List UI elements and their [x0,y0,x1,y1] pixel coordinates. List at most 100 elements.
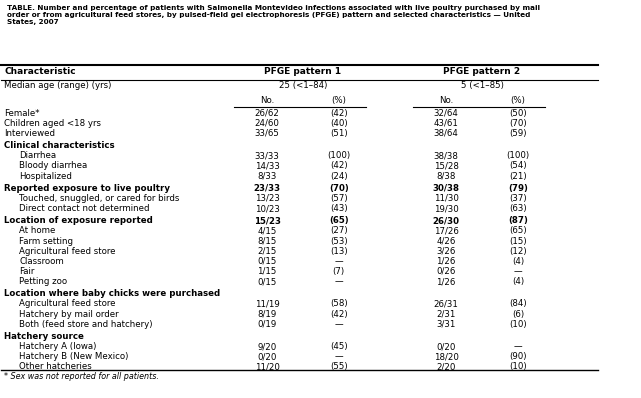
Text: (70): (70) [509,119,527,128]
Text: Fair: Fair [19,267,35,276]
Text: (7): (7) [333,267,345,276]
Text: 1/15: 1/15 [258,267,277,276]
Text: Children aged <18 yrs: Children aged <18 yrs [4,119,101,128]
Text: (53): (53) [330,237,347,246]
Text: 25 (<1–84): 25 (<1–84) [279,81,327,90]
Text: (6): (6) [512,310,524,319]
Text: (10): (10) [509,320,527,329]
Text: Reported exposure to live poultry: Reported exposure to live poultry [4,184,171,193]
Text: (24): (24) [330,172,347,181]
Text: —: — [335,352,343,361]
Text: 2/20: 2/20 [437,362,456,371]
Text: (42): (42) [330,109,347,118]
Text: 43/61: 43/61 [434,119,458,128]
Text: (100): (100) [506,151,529,160]
Text: No.: No. [439,96,453,105]
Text: Interviewed: Interviewed [4,129,55,138]
Text: * Sex was not reported for all patients.: * Sex was not reported for all patients. [4,372,159,381]
Text: 15/28: 15/28 [434,162,458,170]
Text: 30/38: 30/38 [433,184,460,193]
Text: 0/26: 0/26 [437,267,456,276]
Text: Farm setting: Farm setting [19,237,73,246]
Text: (4): (4) [512,277,524,286]
Text: 24/60: 24/60 [254,119,279,128]
Text: (13): (13) [330,247,347,256]
Text: Agricultural feed store: Agricultural feed store [19,299,116,308]
Text: 13/23: 13/23 [254,194,279,203]
Text: (59): (59) [509,129,526,138]
Text: 0/20: 0/20 [437,342,456,351]
Text: 33/65: 33/65 [254,129,279,138]
Text: Hatchery source: Hatchery source [4,332,84,341]
Text: 10/23: 10/23 [254,204,279,213]
Text: —: — [513,342,522,351]
Text: Hospitalized: Hospitalized [19,172,72,181]
Text: Clinical characteristics: Clinical characteristics [4,141,115,150]
Text: (21): (21) [509,172,527,181]
Text: (57): (57) [330,194,347,203]
Text: (65): (65) [329,217,349,225]
Text: 2/31: 2/31 [437,310,456,319]
Text: 4/26: 4/26 [437,237,456,246]
Text: 38/64: 38/64 [434,129,458,138]
Text: Agricultural feed store: Agricultural feed store [19,247,116,256]
Text: 26/31: 26/31 [434,299,458,308]
Text: 32/64: 32/64 [434,109,458,118]
Text: (63): (63) [509,204,527,213]
Text: 2/15: 2/15 [258,247,277,256]
Text: 38/38: 38/38 [434,151,458,160]
Text: (12): (12) [509,247,527,256]
Text: 8/15: 8/15 [258,237,277,246]
Text: (43): (43) [330,204,347,213]
Text: 9/20: 9/20 [258,342,277,351]
Text: 1/26: 1/26 [437,277,456,286]
Text: —: — [335,257,343,266]
Text: (100): (100) [327,151,350,160]
Text: Hatchery by mail order: Hatchery by mail order [19,310,119,319]
Text: (50): (50) [509,109,527,118]
Text: Location of exposure reported: Location of exposure reported [4,217,153,225]
Text: (45): (45) [330,342,347,351]
Text: —: — [335,277,343,286]
Text: Hatchery B (New Mexico): Hatchery B (New Mexico) [19,352,129,361]
Text: 11/19: 11/19 [254,299,279,308]
Text: (37): (37) [509,194,527,203]
Text: 8/38: 8/38 [437,172,456,181]
Text: At home: At home [19,226,56,236]
Text: (51): (51) [330,129,347,138]
Text: Median age (range) (yrs): Median age (range) (yrs) [4,81,112,90]
Text: 0/15: 0/15 [258,277,277,286]
Text: (10): (10) [509,362,527,371]
Text: 17/26: 17/26 [434,226,458,236]
Text: 0/19: 0/19 [258,320,277,329]
Text: (42): (42) [330,310,347,319]
Text: 23/33: 23/33 [253,184,281,193]
Text: (27): (27) [330,226,347,236]
Text: 19/30: 19/30 [434,204,458,213]
Text: —: — [335,320,343,329]
Text: —: — [513,267,522,276]
Text: 8/19: 8/19 [258,310,277,319]
Text: 4/15: 4/15 [258,226,277,236]
Text: Both (feed store and hatchery): Both (feed store and hatchery) [19,320,153,329]
Text: (65): (65) [509,226,527,236]
Text: 14/33: 14/33 [254,162,279,170]
Text: (79): (79) [508,184,528,193]
Text: 15/23: 15/23 [254,217,281,225]
Text: 3/31: 3/31 [437,320,456,329]
Text: (87): (87) [508,217,528,225]
Text: 8/33: 8/33 [258,172,277,181]
Text: (84): (84) [509,299,527,308]
Text: 3/26: 3/26 [437,247,456,256]
Text: (42): (42) [330,162,347,170]
Text: Female*: Female* [4,109,40,118]
Text: Petting zoo: Petting zoo [19,277,67,286]
Text: 5 (<1–85): 5 (<1–85) [461,81,503,90]
Text: Touched, snuggled, or cared for birds: Touched, snuggled, or cared for birds [19,194,179,203]
Text: Classroom: Classroom [19,257,64,266]
Text: Other hatcheries: Other hatcheries [19,362,92,371]
Text: (58): (58) [330,299,347,308]
Text: PFGE pattern 2: PFGE pattern 2 [444,66,520,76]
Text: (%): (%) [510,96,525,105]
Text: Direct contact not determined: Direct contact not determined [19,204,150,213]
